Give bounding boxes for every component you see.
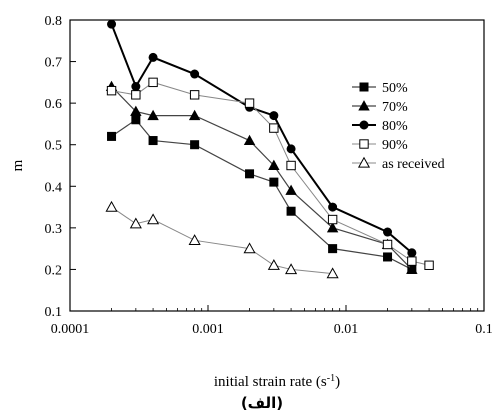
x-axis-label-text: initial strain rate (s (214, 374, 327, 390)
data-point (269, 123, 279, 133)
data-point (148, 77, 158, 88)
data-point (424, 260, 434, 270)
data-point (285, 263, 298, 275)
data-point (383, 227, 393, 237)
legend-item: 50% (352, 81, 408, 96)
legend-label: 90% (382, 138, 408, 153)
y-tick-label: 0.5 (45, 139, 63, 154)
data-point (245, 169, 255, 179)
series-80- (107, 19, 417, 258)
data-point (131, 115, 141, 125)
series-line (111, 206, 333, 275)
data-point (107, 19, 117, 29)
series-90- (106, 77, 434, 270)
series-line (111, 118, 413, 270)
y-tick-label: 0.1 (45, 305, 63, 320)
y-tick-label: 0.2 (45, 263, 63, 278)
data-point (285, 184, 297, 195)
legend-item: 90% (352, 138, 408, 153)
x-tick-label: 0.01 (334, 322, 359, 337)
x-tick-label: 0.0001 (51, 322, 90, 337)
x-axis-label: initial strain rate (s-1) (214, 373, 340, 391)
data-point (190, 140, 200, 150)
x-tick-label: 0.001 (192, 322, 224, 337)
y-tick-label: 0.3 (45, 222, 63, 237)
data-point (269, 111, 279, 121)
x-axis-label-superscript: -1 (327, 373, 335, 384)
legend-marker (359, 120, 369, 130)
legend-label: as received (382, 157, 445, 172)
y-tick-label: 0.7 (45, 56, 63, 71)
data-point (130, 105, 142, 116)
y-tick-label: 0.4 (45, 180, 63, 195)
legend-item: as received (352, 156, 445, 172)
data-point (244, 98, 255, 108)
legend-marker (359, 82, 369, 92)
series-as-received (105, 200, 339, 279)
data-point (286, 206, 296, 216)
legend: 50% 70% 80% 90% as received (352, 81, 445, 172)
data-point (147, 109, 159, 121)
data-point (131, 90, 141, 100)
legend-marker (357, 156, 371, 168)
series-50- (107, 115, 417, 274)
legend-label: 80% (382, 119, 408, 134)
y-tick-label: 0.8 (45, 14, 63, 29)
data-point (327, 214, 338, 225)
data-point (382, 239, 393, 250)
series-layer (105, 19, 434, 279)
legend-marker (358, 100, 370, 111)
y-axis-label: m (10, 159, 26, 171)
legend-label: 70% (382, 100, 408, 115)
series-line (110, 23, 413, 254)
data-point (268, 159, 280, 170)
y-tick-label: 0.6 (45, 97, 63, 112)
legend-marker (359, 139, 369, 149)
figure-caption: (الف) (241, 394, 283, 412)
data-point (269, 177, 279, 187)
data-point (286, 160, 296, 171)
data-point (188, 109, 201, 121)
data-point (406, 263, 418, 274)
legend-item: 80% (352, 119, 408, 134)
plot-area (69, 19, 485, 312)
data-point (107, 131, 117, 141)
legend-item: 70% (352, 100, 408, 115)
data-point (326, 267, 339, 279)
data-point (326, 222, 339, 233)
data-point (105, 200, 118, 212)
data-point (286, 144, 296, 154)
data-point (407, 248, 417, 258)
data-point (243, 242, 256, 254)
data-point (267, 259, 280, 270)
data-point (383, 252, 393, 262)
x-tick-label: 0.1 (475, 322, 493, 337)
data-point (147, 213, 160, 225)
data-point (188, 234, 201, 245)
data-point (407, 256, 417, 266)
x-axis: 0.0001 0.001 0.01 0.1 (51, 305, 493, 337)
data-point (328, 244, 338, 254)
y-axis: 0.1 0.2 0.3 0.4 0.5 0.6 0.7 0.8 (45, 14, 76, 320)
data-point (148, 52, 158, 62)
data-point (328, 202, 338, 212)
data-point (148, 136, 158, 146)
data-point (190, 69, 200, 79)
data-point (189, 90, 200, 100)
data-point (106, 85, 117, 96)
x-axis-label-end: ) (335, 374, 340, 390)
plot-frame (69, 19, 485, 312)
series-line (111, 86, 413, 270)
legend-label: 50% (382, 81, 408, 96)
data-point (243, 134, 256, 146)
data-point (131, 82, 141, 92)
data-point (129, 217, 142, 229)
